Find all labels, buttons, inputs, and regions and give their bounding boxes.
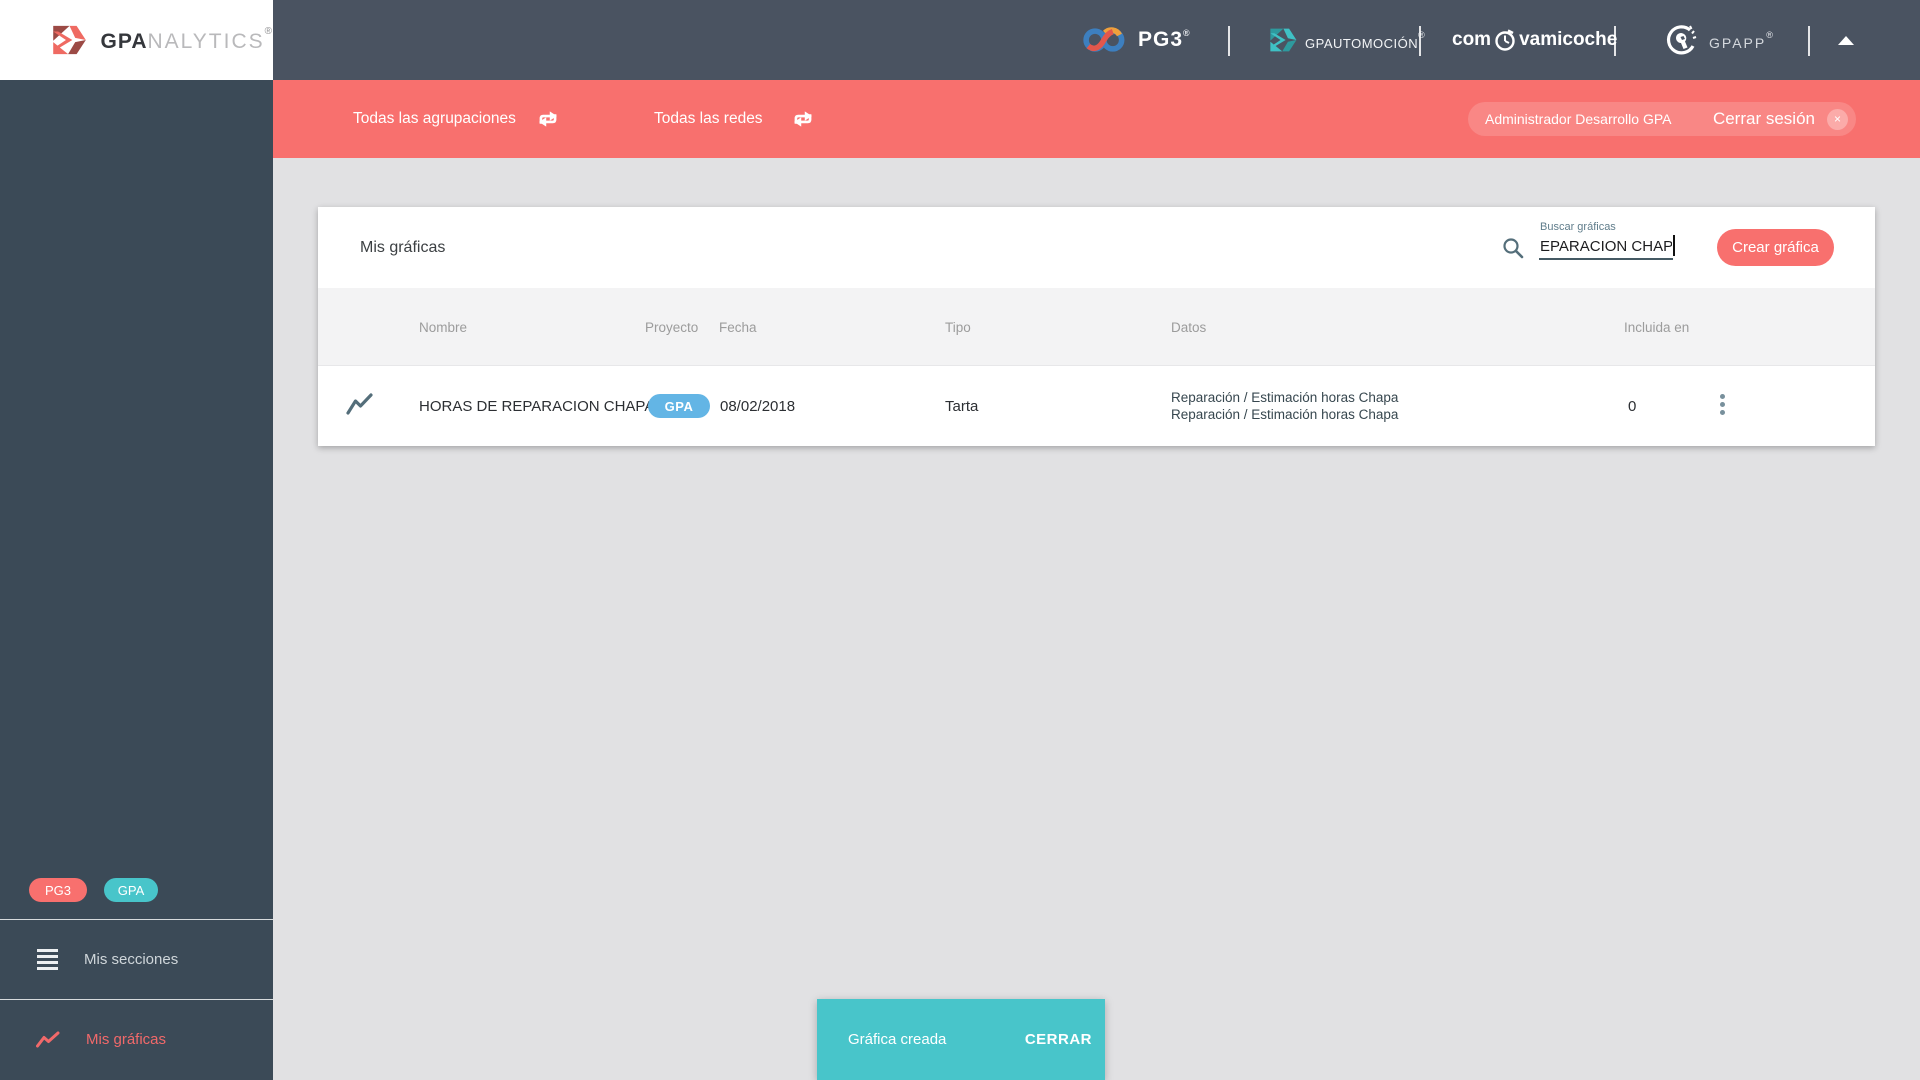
datos-line: Reparación / Estimación horas Chapa xyxy=(1171,407,1399,422)
comovamicoche-pre: com xyxy=(1452,29,1492,50)
graficas-card: Mis gráficas Buscar gráficas Crear gráfi… xyxy=(318,207,1875,446)
sidebar-item-mis-graficas[interactable]: Mis gráficas xyxy=(0,999,273,1079)
page-title: Mis gráficas xyxy=(360,238,446,256)
swap-networks-icon[interactable] xyxy=(790,107,816,131)
line-chart-icon xyxy=(346,393,373,415)
sidebar-badge-pg3[interactable]: PG3 xyxy=(29,878,87,902)
create-chart-button[interactable]: Crear gráfica xyxy=(1717,229,1834,266)
user-name: Administrador Desarrollo GPA xyxy=(1485,111,1672,127)
cell-nombre: HORAS DE REPARACION CHAPA xyxy=(419,397,655,415)
header-separator xyxy=(1228,26,1230,56)
gpanalytics-wordmark: GPANALYTICS® xyxy=(100,26,273,53)
search-input[interactable] xyxy=(1540,235,1672,257)
datos-line: Reparación / Estimación horas Chapa xyxy=(1171,390,1399,405)
search-input-label: Buscar gráficas xyxy=(1540,221,1616,233)
column-header-nombre: Nombre xyxy=(419,319,468,335)
search-icon[interactable] xyxy=(1501,236,1525,260)
pg3-infinity-icon xyxy=(1083,27,1125,52)
collapse-caret-icon[interactable] xyxy=(1838,36,1854,45)
gpanalytics-logo: GPANALYTICS® xyxy=(0,0,273,80)
cell-tipo: Tarta xyxy=(945,397,979,415)
gpanalytics-arrow-icon xyxy=(53,25,86,55)
cell-fecha: 08/02/2018 xyxy=(720,397,796,415)
toast-snackbar: Gráfica creada CERRAR xyxy=(817,999,1105,1080)
brand-comovamicoche: com vamicoche xyxy=(1452,0,1617,80)
clock-icon xyxy=(1495,29,1515,51)
toast-message: Gráfica creada xyxy=(848,1031,947,1048)
header-separator xyxy=(1419,26,1421,56)
brand-pg3: PG3® xyxy=(1082,0,1191,80)
pg3-label: PG3® xyxy=(1138,28,1191,51)
header-separator xyxy=(1808,26,1810,56)
gpautomocion-label: GPAUTOMOCIÓN® xyxy=(1305,29,1426,51)
sidebar-badges: PG3 GPA xyxy=(0,878,273,902)
toast-close-button[interactable]: CERRAR xyxy=(1024,1031,1092,1048)
row-menu-icon[interactable] xyxy=(1714,390,1731,419)
groupings-filter-label[interactable]: Todas las agrupaciones xyxy=(353,110,516,127)
top-header: GPANALYTICS® PG3® GPAUTOMOCIÓN® xyxy=(0,0,1920,80)
column-header-proyecto: Proyecto xyxy=(645,319,699,335)
gpapp-wrench-icon xyxy=(1666,25,1697,55)
gpautomocion-arrow-icon xyxy=(1270,28,1297,52)
sidebar-item-label: Mis secciones xyxy=(84,951,179,968)
sidebar: PG3 GPA Mis secciones Mis gráficas xyxy=(0,80,273,1080)
brand-gpapp: GPAPP® xyxy=(1663,0,1775,80)
user-session-pill: Administrador Desarrollo GPA Cerrar sesi… xyxy=(1468,102,1856,136)
cell-incluida-en: 0 xyxy=(1628,397,1637,415)
table-header: Nombre Proyecto Fecha Tipo Datos Incluid… xyxy=(318,288,1875,366)
gpapp-label: GPAPP® xyxy=(1709,29,1775,51)
line-chart-icon xyxy=(36,1031,60,1047)
menu-icon xyxy=(37,949,58,970)
cell-datos: Reparación / Estimación horas Chapa Repa… xyxy=(1171,366,1398,446)
search-input-underline xyxy=(1539,258,1673,260)
logout-button[interactable]: Cerrar sesión xyxy=(1712,109,1815,128)
column-header-incluida-en: Incluida en xyxy=(1624,319,1690,335)
column-header-tipo: Tipo xyxy=(945,319,971,335)
sidebar-item-mis-secciones[interactable]: Mis secciones xyxy=(0,919,273,999)
project-badge: GPA xyxy=(648,394,710,418)
text-caret xyxy=(1673,235,1675,256)
brand-gpautomocion: GPAUTOMOCIÓN® xyxy=(1263,0,1425,80)
networks-filter-label[interactable]: Todas las redes xyxy=(654,110,763,127)
sidebar-badge-gpa[interactable]: GPA xyxy=(104,878,158,902)
sidebar-item-label: Mis gráficas xyxy=(86,1031,167,1048)
comovamicoche-post: vamicoche xyxy=(1519,29,1618,50)
table-row[interactable]: HORAS DE REPARACION CHAPA GPA 08/02/2018… xyxy=(318,366,1875,446)
logout-close-icon[interactable]: × xyxy=(1827,108,1848,130)
swap-groupings-icon[interactable] xyxy=(535,107,561,131)
column-header-datos: Datos xyxy=(1171,319,1207,335)
filter-bar: Todas las agrupaciones Todas las redes A… xyxy=(273,80,1920,158)
header-separator xyxy=(1614,26,1616,56)
column-header-fecha: Fecha xyxy=(719,319,757,335)
